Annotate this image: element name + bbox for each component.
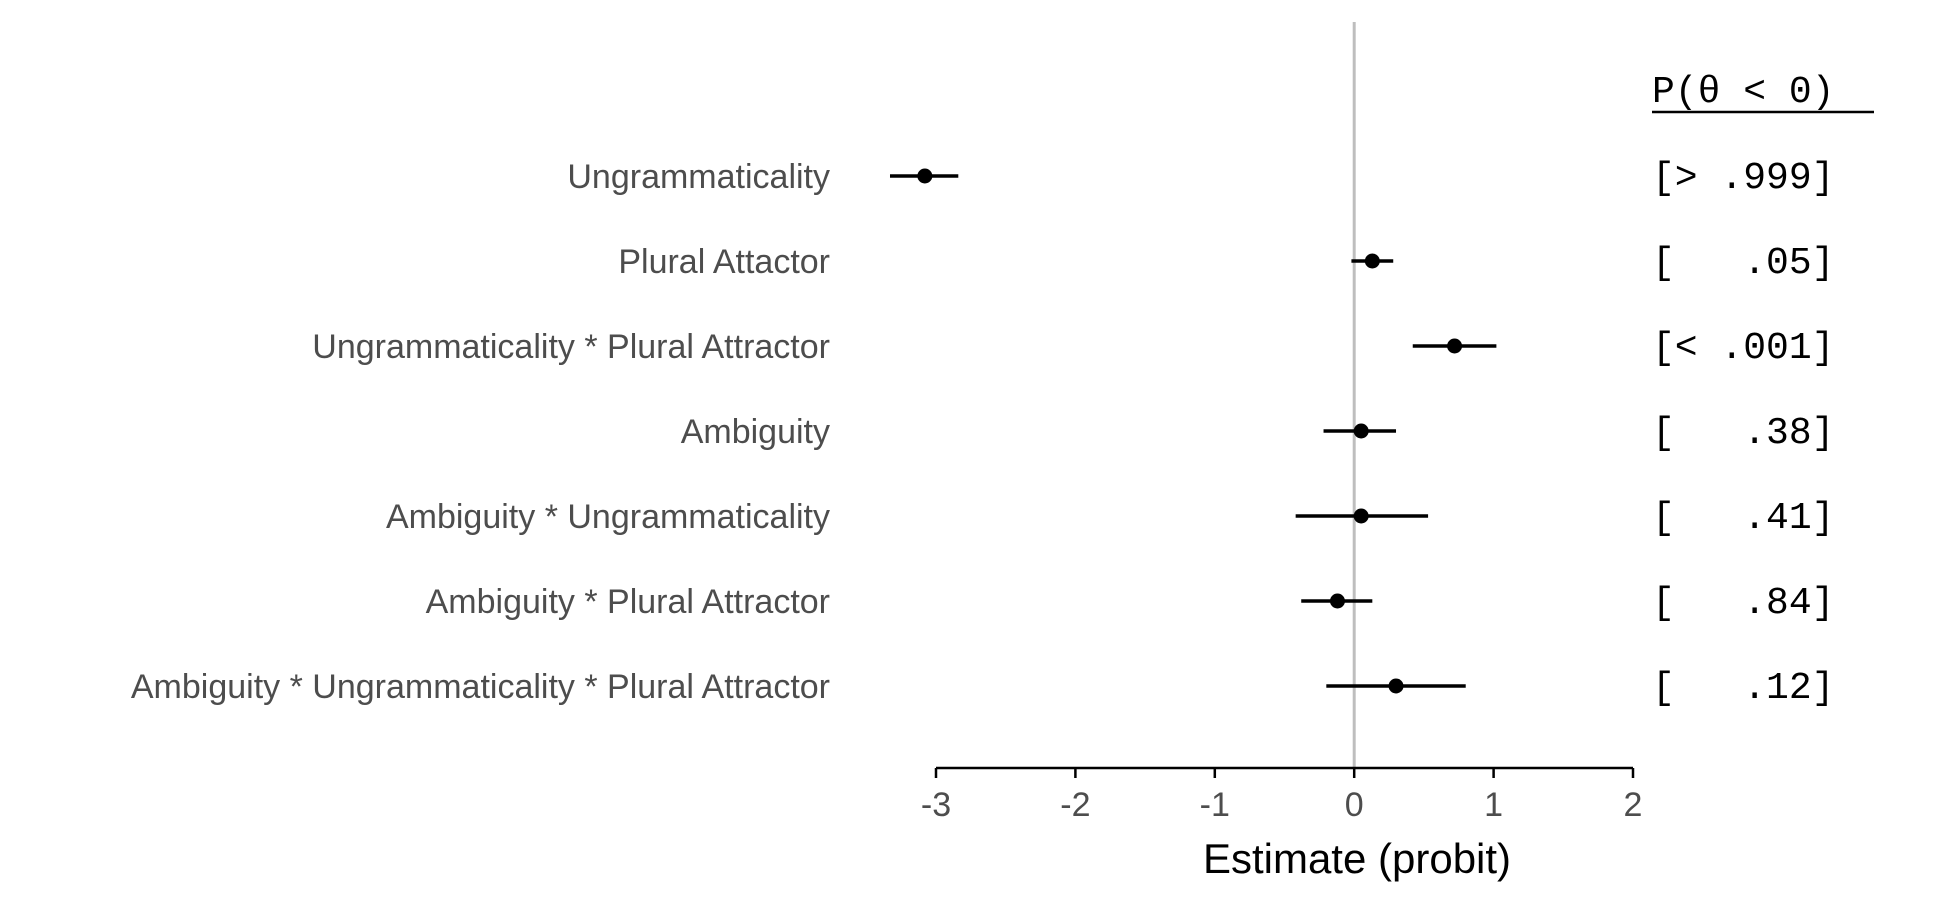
x-tick-label: -1: [1200, 786, 1230, 824]
probability-column: P(θ < 0) [> .999] [ .05] [< .001] [ .38] [ .…: [1652, 71, 1874, 710]
estimate-point: [1364, 253, 1380, 269]
row-label: Ambiguity * Ungrammaticality: [386, 498, 830, 536]
estimate-point: [1447, 338, 1463, 354]
x-tick-label: 2: [1624, 786, 1643, 824]
estimate-point: [1353, 508, 1369, 524]
x-axis-title: Estimate (probit): [1203, 835, 1511, 882]
prob-label: [ .12]: [1652, 667, 1834, 710]
prob-label: [ .84]: [1652, 582, 1834, 625]
estimate-point: [917, 168, 933, 184]
prob-label: [> .999]: [1652, 157, 1834, 200]
estimate-point: [1329, 593, 1345, 609]
row-label: Ungrammaticality: [567, 158, 830, 196]
x-tick-label: 0: [1345, 786, 1364, 824]
prob-label: [ .05]: [1652, 242, 1834, 285]
rows-layer: Ungrammaticality Plural Attactor Ungrammat…: [131, 22, 1497, 768]
prob-header: P(θ < 0): [1652, 71, 1834, 114]
estimate-point: [1353, 423, 1369, 439]
x-tick-label: 1: [1484, 786, 1503, 824]
prob-label: [ .38]: [1652, 412, 1834, 455]
row-label: Ambiguity * Plural Attractor: [426, 583, 830, 621]
prob-label: [ .41]: [1652, 497, 1834, 540]
estimate-point: [1388, 678, 1404, 694]
x-tick-label: -3: [921, 786, 951, 824]
prob-label: [< .001]: [1652, 327, 1834, 370]
row-label: Plural Attactor: [618, 243, 830, 281]
row-label: Ungrammaticality * Plural Attractor: [312, 328, 830, 366]
x-tick-label: -2: [1060, 786, 1090, 824]
x-axis: -3 -2 -1 0 1 2: [921, 766, 1643, 824]
row-label: Ambiguity * Ungrammaticality * Plural At…: [131, 668, 830, 706]
row-label: Ambiguity: [681, 413, 830, 451]
